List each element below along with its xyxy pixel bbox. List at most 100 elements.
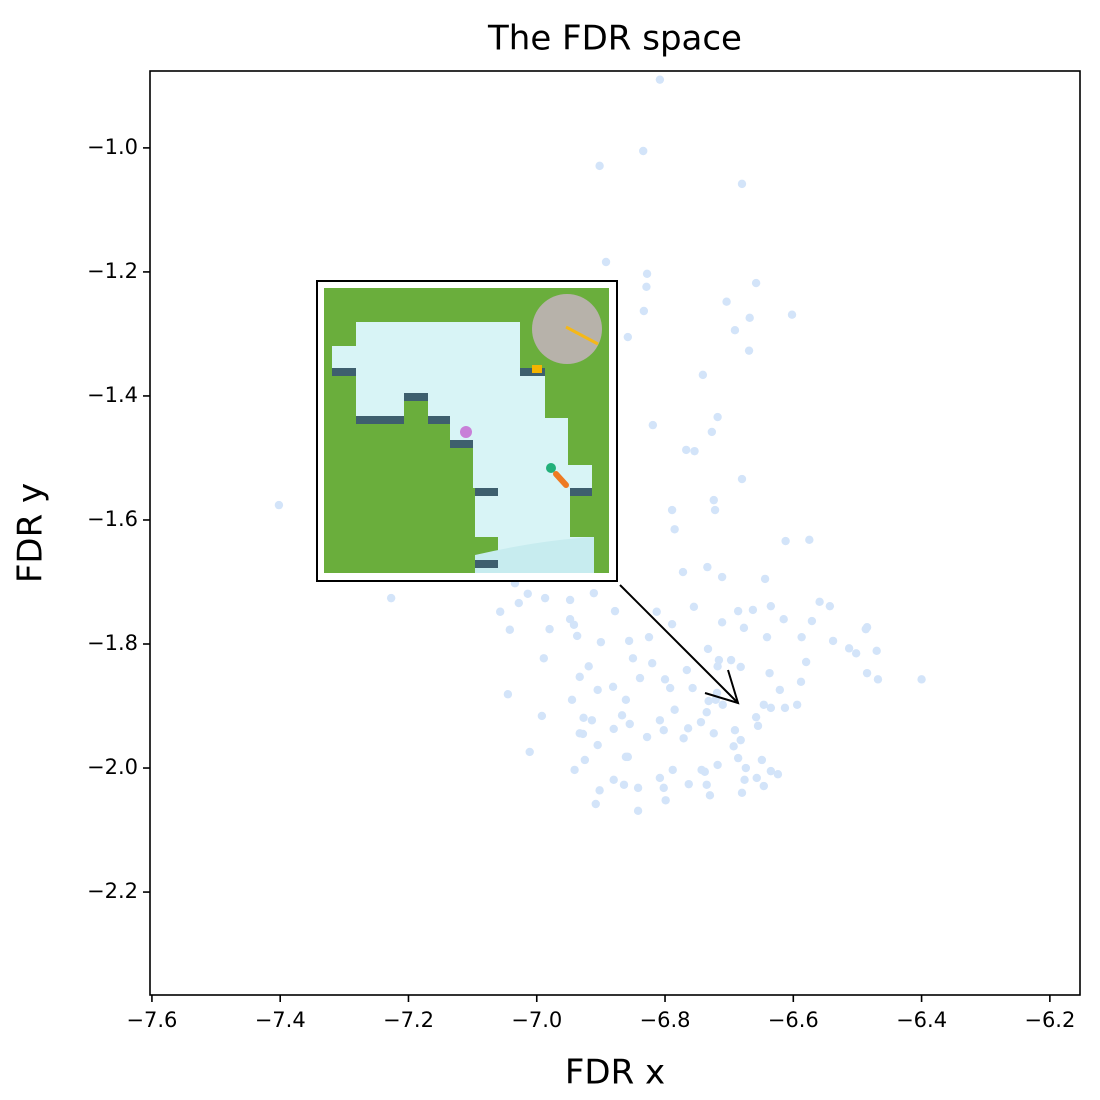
scatter-point <box>801 657 811 667</box>
scatter-point <box>713 412 722 422</box>
scatter-point <box>596 637 606 647</box>
scatter-point <box>609 775 618 785</box>
scatter-point <box>514 598 523 608</box>
scatter-point <box>862 668 872 678</box>
x-tick-label: −7.0 <box>511 1008 562 1032</box>
inset-image <box>316 280 618 582</box>
scatter-point <box>825 601 835 611</box>
scatter-point <box>539 654 549 663</box>
scatter-point <box>540 593 550 603</box>
scatter-point <box>752 773 761 783</box>
scatter-point <box>733 606 743 616</box>
scatter-point <box>710 505 720 515</box>
scatter-point <box>690 446 699 456</box>
scatter-point <box>584 662 593 671</box>
x-tick-label: −6.2 <box>1024 1008 1075 1032</box>
y-tick-label: −1.2 <box>87 259 138 283</box>
scatter-point <box>642 282 651 292</box>
scatter-point <box>545 624 554 634</box>
scatter-point <box>851 649 861 658</box>
scatter-point <box>565 595 575 605</box>
scatter-point <box>737 179 747 189</box>
scatter-point <box>659 726 668 735</box>
x-tick-label: −6.6 <box>768 1008 819 1032</box>
scatter-point <box>537 711 547 721</box>
scatter-point <box>655 773 665 783</box>
scatter-point <box>661 796 670 805</box>
scatter-point <box>503 690 513 699</box>
scatter-point <box>579 713 588 722</box>
scatter-point <box>703 644 713 654</box>
scatter-point <box>667 619 677 629</box>
scatter-point <box>610 606 620 616</box>
scatter-point <box>591 799 600 809</box>
scatter-point <box>655 716 665 725</box>
x-tick-label: −6.8 <box>640 1008 691 1032</box>
scatter-point <box>726 655 736 665</box>
scatter-point <box>575 729 584 738</box>
scatter-point <box>759 700 768 709</box>
scatter-point <box>644 632 654 642</box>
scatter-point <box>595 161 604 171</box>
scatter-point <box>748 605 758 615</box>
scatter-point <box>704 696 713 706</box>
scatter-point <box>739 623 749 633</box>
level-key <box>532 365 542 373</box>
scatter-point <box>815 597 824 607</box>
scatter-point <box>619 780 629 789</box>
scatter-point <box>759 781 768 791</box>
scatter-point <box>713 662 722 671</box>
scatter-point <box>648 420 658 430</box>
scatter-point <box>722 297 731 306</box>
x-tick-label: −7.2 <box>383 1008 434 1032</box>
scatter-point <box>765 668 774 678</box>
level-dial-hand <box>565 325 599 346</box>
scatter-point <box>639 306 649 316</box>
scatter-point <box>718 700 727 709</box>
scatter-point <box>751 712 761 722</box>
scatter-point <box>274 500 284 510</box>
scatter-point <box>670 525 679 534</box>
scatter-point <box>797 632 806 642</box>
level-leaf <box>546 463 556 473</box>
scatter-point <box>730 726 740 735</box>
scatter-point <box>682 665 692 675</box>
scatter-point <box>639 146 648 156</box>
x-tick-label: −6.4 <box>896 1008 947 1032</box>
level-player <box>460 426 472 438</box>
scatter-point <box>705 791 715 800</box>
scatter-point <box>737 474 747 484</box>
points-layer <box>274 75 926 816</box>
scatter-point <box>523 589 532 598</box>
scatter-point <box>621 752 631 762</box>
y-tick-label: −1.8 <box>87 631 138 655</box>
scatter-point <box>575 672 584 682</box>
scatter-point <box>609 724 618 734</box>
scatter-point <box>505 625 515 634</box>
x-axis-label: FDR x <box>565 1053 665 1093</box>
scatter-point <box>736 662 745 672</box>
level-mist <box>475 537 594 573</box>
x-tick-label: −7.6 <box>126 1008 177 1032</box>
scatter-point <box>679 734 688 743</box>
scatter-point <box>781 536 790 546</box>
scatter-point <box>762 632 772 642</box>
scatter-point <box>660 675 670 684</box>
chart-title: The FDR space <box>487 19 742 59</box>
scatter-point <box>601 257 611 267</box>
scatter-point <box>729 742 738 751</box>
scatter-point <box>780 703 790 713</box>
scatter-point <box>642 269 652 278</box>
scatter-point <box>572 631 582 641</box>
scatter-point <box>665 683 675 693</box>
scatter-point <box>655 75 665 84</box>
scatter-point <box>766 703 776 713</box>
scatter-point <box>668 765 677 775</box>
scatter-point <box>633 783 643 793</box>
scatter-point <box>608 682 618 691</box>
scatter-point <box>587 716 597 725</box>
scatter-point <box>807 616 817 626</box>
scatter-point <box>779 614 788 624</box>
scatter-point <box>766 766 776 776</box>
